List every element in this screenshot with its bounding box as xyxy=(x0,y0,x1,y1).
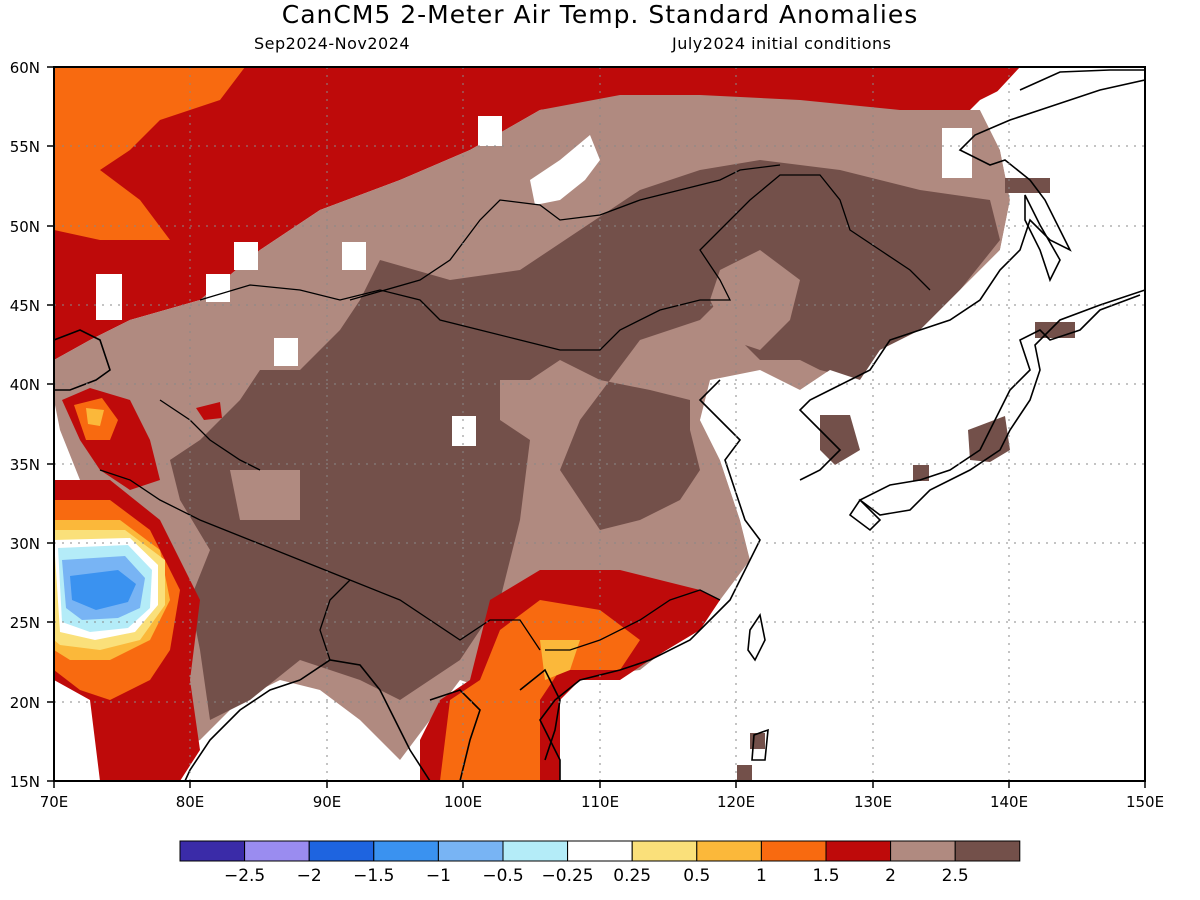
colorbar-label: −0.25 xyxy=(542,866,594,886)
colorbar-box xyxy=(373,840,439,862)
anomaly-region-1-5 xyxy=(54,67,245,240)
lat-label-30n: 30N xyxy=(10,535,40,553)
lon-label-80e: 80E xyxy=(176,793,205,811)
lon-label-70e: 70E xyxy=(40,793,69,811)
colorbar-box xyxy=(696,840,762,862)
colorbar-box xyxy=(244,840,310,862)
colorbar-box xyxy=(954,840,1021,862)
lon-label-110e: 110E xyxy=(581,793,619,811)
lon-label-150e: 150E xyxy=(1126,793,1164,811)
colorbar-box xyxy=(502,840,569,862)
colorbar-box xyxy=(437,840,504,862)
axis-ticks xyxy=(47,66,1146,788)
lat-label-55n: 55N xyxy=(10,138,40,156)
anomaly-fill xyxy=(54,67,1145,781)
lat-label-15n: 15N xyxy=(10,773,40,791)
lon-label-120e: 120E xyxy=(717,793,755,811)
colorbar-label: −1.5 xyxy=(353,866,394,886)
forecast-period: Sep2024-Nov2024 xyxy=(254,34,411,53)
gridlines xyxy=(54,67,1145,781)
colorbar-boxes xyxy=(179,840,1021,862)
colorbar-box xyxy=(179,840,246,862)
colorbar-label: 0.25 xyxy=(613,866,651,886)
colorbar-labels: −2.5 −2 −1.5 −1 −0.5 −0.25 0.25 0.5 1 1.5 2 2.5 xyxy=(224,866,969,886)
colorbar-label: 0.5 xyxy=(683,866,710,886)
lat-label-35n: 35N xyxy=(10,456,40,474)
lat-label-50n: 50N xyxy=(10,218,40,236)
lon-label-140e: 140E xyxy=(990,793,1028,811)
colorbar-box xyxy=(760,840,827,862)
colorbar-label: −2.5 xyxy=(224,866,265,886)
colorbar-label: −2 xyxy=(297,866,322,886)
colorbar-label: −0.5 xyxy=(482,866,523,886)
lat-label-40n: 40N xyxy=(10,376,40,394)
lon-label-100e: 100E xyxy=(444,793,482,811)
colorbar-box xyxy=(825,840,892,862)
colorbar-label: 1 xyxy=(756,866,767,886)
coastlines xyxy=(54,69,1145,781)
colorbar-label: 2.5 xyxy=(942,866,969,886)
lat-label-20n: 20N xyxy=(10,694,40,712)
lat-label-60n: 60N xyxy=(10,59,40,77)
lon-label-90e: 90E xyxy=(313,793,342,811)
colorbar-label: 1.5 xyxy=(812,866,839,886)
lat-label-45n: 45N xyxy=(10,297,40,315)
anomaly-map: 70E 80E 90E 100E 110E 120E 130E 140E 150… xyxy=(10,59,1164,811)
colorbar-box xyxy=(631,840,698,862)
lat-label-25n: 25N xyxy=(10,614,40,632)
initial-conditions: July2024 initial conditions xyxy=(672,34,892,53)
colorbar-label: −1 xyxy=(426,866,451,886)
colorbar-label: 2 xyxy=(885,866,896,886)
ocean-east xyxy=(640,67,1145,781)
colorbar-box xyxy=(890,840,956,862)
colorbar-box xyxy=(308,840,375,862)
chart-title: CanCM5 2-Meter Air Temp. Standard Anomal… xyxy=(281,0,919,29)
lon-label-130e: 130E xyxy=(854,793,892,811)
colorbar-box xyxy=(567,840,633,862)
